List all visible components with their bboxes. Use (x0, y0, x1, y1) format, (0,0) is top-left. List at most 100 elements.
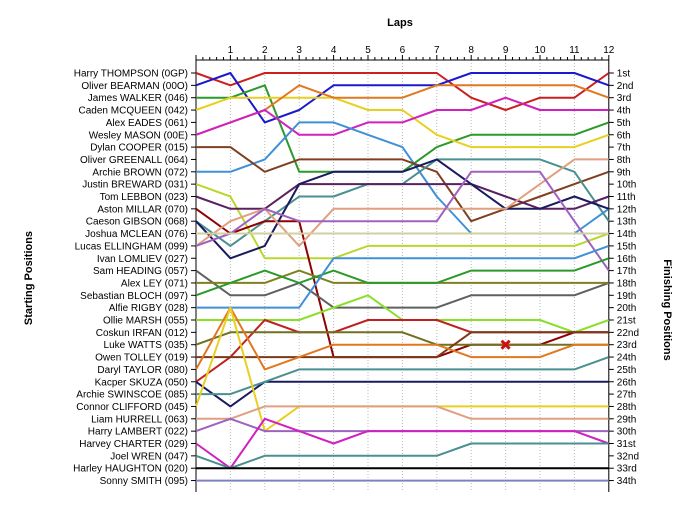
x-tick-label: 9 (503, 45, 509, 56)
series-line (195, 72, 610, 111)
series-line (195, 72, 610, 124)
finishing-position-label: 19th (617, 291, 636, 302)
starting-position-label: Alex EADES (061) (106, 118, 188, 129)
x-tick-label: 11 (569, 45, 580, 56)
finishing-position-label: 15th (617, 241, 636, 252)
series-line (195, 158, 610, 260)
series-line (195, 257, 610, 297)
finishing-position-label: 9th (617, 167, 631, 178)
starting-position-label: Aston MILLAR (070) (97, 204, 188, 215)
x-tick-label: 10 (534, 45, 546, 56)
series-line (195, 269, 610, 309)
finishing-position-label: 4th (617, 106, 631, 117)
starting-position-label: Luke WATTS (035) (104, 340, 188, 351)
starting-position-label: James WALKER (046) (88, 93, 188, 104)
starting-position-label: Ollie MARSH (055) (103, 316, 188, 327)
finishing-position-label: 30th (617, 427, 636, 438)
finishing-position-label: 8th (617, 155, 631, 166)
starting-position-label: Wesley MASON (00E) (89, 130, 188, 141)
finishing-position-label: 21st (617, 316, 636, 327)
series-line (196, 331, 609, 359)
starting-position-label: Caden MCQUEEN (042) (79, 106, 188, 117)
finishing-position-label: 6th (617, 130, 631, 141)
finishing-position-label: 33rd (617, 464, 637, 475)
x-tick-label: 1 (228, 45, 234, 56)
starting-position-label: Oliver BEARMAN (00O) (81, 81, 188, 92)
x-tick-label: 3 (296, 45, 302, 56)
starting-position-label: Harry THOMPSON (0GP) (74, 69, 188, 80)
finishing-position-label: 20th (617, 303, 636, 314)
series-line (195, 331, 609, 346)
starting-position-label: Harvey CHARTER (029) (79, 439, 188, 450)
starting-position-label: Harley HAUGHTON (020) (73, 464, 188, 475)
starting-position-label: Daryl TAYLOR (080) (97, 365, 188, 376)
finishing-position-label: 11th (617, 192, 636, 203)
finishing-position-label: 22nd (617, 328, 639, 339)
x-tick-label: 7 (434, 45, 440, 56)
finishing-position-label: 13th (617, 217, 636, 228)
series-line (195, 170, 610, 272)
y-axis-title-right: Finishing Positions (661, 259, 673, 360)
x-tick-label: 6 (400, 45, 406, 56)
x-tick-label: 4 (331, 45, 337, 56)
finishing-position-label: 17th (617, 266, 636, 277)
finishing-position-label: 25th (617, 365, 636, 376)
starting-position-label: Ivan LOMLIEV (027) (97, 254, 188, 265)
starting-position-label: Tom LEBBON (023) (100, 192, 188, 203)
starting-position-label: Coskun IRFAN (012) (96, 328, 188, 339)
finishing-position-label: 29th (617, 414, 636, 425)
starting-position-label: Dylan COOPER (015) (90, 143, 188, 154)
starting-position-label: Caeson GIBSON (068) (86, 217, 188, 228)
series-line (196, 244, 610, 309)
axes: 1 2 3 4 5 6 7 8 9 10 11 12 (195, 45, 615, 492)
finishing-position-label: 16th (617, 254, 636, 265)
retirement-marker (500, 339, 511, 350)
starting-position-label: Sebastian BLOCH (097) (80, 291, 188, 302)
series-line (196, 146, 610, 223)
starting-position-label: Sonny SMITH (095) (100, 476, 188, 487)
starting-position-label: Archie SWINSCOE (085) (76, 390, 188, 401)
x-tick-label: 5 (365, 45, 371, 56)
starting-position-label: Connor CLIFFORD (045) (76, 402, 188, 413)
series-line (195, 183, 610, 210)
series-lines (195, 72, 610, 482)
starting-position-label: Kacper SKUZA (050) (95, 377, 188, 388)
starting-position-label: Joel WREN (047) (110, 451, 188, 462)
series-line (196, 405, 609, 420)
series-line (196, 356, 610, 396)
starting-position-label: Joshua MCLEAN (076) (85, 229, 188, 240)
x-axis-title: Laps (387, 17, 413, 29)
series-line (195, 306, 609, 371)
finishing-position-label: 27th (617, 390, 636, 401)
finishing-position-label: 24th (617, 353, 636, 364)
finishing-position-label: 34th (617, 476, 636, 487)
series-line (195, 96, 610, 149)
finishing-position-label: 18th (617, 278, 636, 289)
finishing-position-label: 7th (617, 143, 631, 154)
starting-position-label: Owen TOLLEY (019) (95, 353, 188, 364)
annotations (500, 339, 511, 350)
series-line (195, 183, 610, 260)
labels: Harry THOMPSON (0GP)Oliver BEARMAN (00O)… (73, 69, 639, 488)
finishing-position-label: 12th (617, 204, 636, 215)
finishing-position-label: 2nd (617, 81, 634, 92)
finishing-position-label: 31st (617, 439, 636, 450)
finishing-position-label: 26th (617, 377, 636, 388)
starting-position-label: Harry LAMBERT (022) (88, 427, 188, 438)
series-line (195, 96, 609, 136)
starting-position-label: Justin BREWARD (031) (82, 180, 188, 191)
finishing-position-label: 5th (617, 118, 631, 129)
series-line (195, 417, 610, 470)
starting-position-label: Alfie RIGBY (028) (109, 303, 188, 314)
x-tick-label: 8 (468, 45, 474, 56)
starting-position-label: Alex LEY (071) (121, 278, 188, 289)
finishing-position-label: 1st (617, 69, 631, 80)
finishing-position-label: 3rd (617, 93, 631, 104)
series-line (195, 442, 609, 470)
finishing-position-label: 14th (617, 229, 636, 240)
finishing-position-label: 28th (617, 402, 636, 413)
x-tick-label: 2 (262, 45, 268, 56)
starting-position-label: Oliver GREENALL (064) (80, 155, 188, 166)
finishing-position-label: 10th (617, 180, 636, 191)
x-tick-label: 12 (603, 45, 615, 56)
